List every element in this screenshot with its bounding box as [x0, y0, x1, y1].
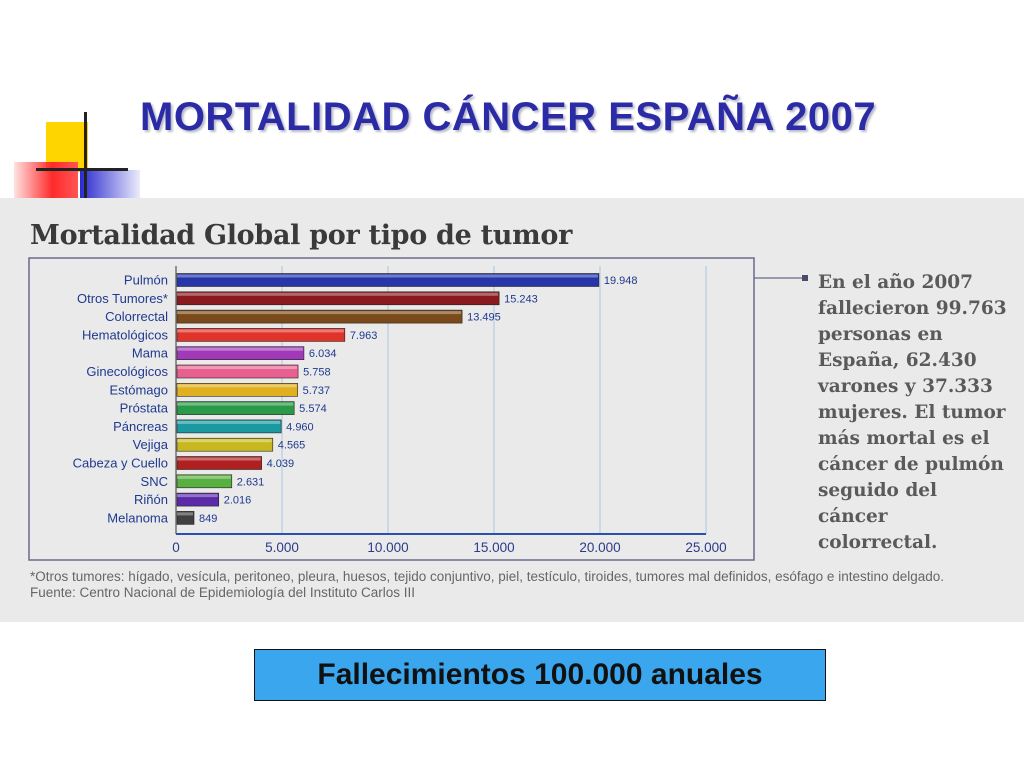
bar [176, 309, 463, 324]
slide-logo [0, 0, 150, 200]
bar [176, 328, 346, 342]
banner-text: Fallecimientos 100.000 anuales [317, 658, 763, 691]
x-tick-label: 10.000 [367, 540, 408, 555]
category-label: Pulmón [124, 273, 168, 288]
value-label: 2.631 [237, 476, 265, 488]
banner: Fallecimientos 100.000 anuales [254, 649, 826, 701]
bar [176, 492, 220, 507]
bar-highlight [177, 512, 193, 516]
value-label: 7.963 [350, 330, 378, 342]
footnote-line-2: Fuente: Centro Nacional de Epidemiología… [30, 585, 415, 600]
x-tick-label: 15.000 [473, 540, 514, 555]
value-label: 15.243 [504, 293, 538, 305]
logo-vertical-line [84, 112, 87, 200]
bar [176, 291, 500, 306]
category-label: Cabeza y Cuello [73, 456, 168, 471]
bar [176, 419, 282, 434]
value-label: 4.039 [267, 458, 295, 470]
category-label: Melanoma [107, 510, 168, 525]
bar [176, 383, 298, 397]
bar [176, 401, 295, 415]
value-label: 5.758 [303, 367, 331, 379]
category-label: Riñón [134, 492, 168, 507]
footnote-line-1: *Otros tumores: hígado, vesícula, perito… [30, 569, 945, 584]
bar [176, 511, 195, 525]
side-note: En el año 2007 fallecieron 99.763 person… [818, 272, 1007, 553]
bar-highlight [177, 494, 218, 498]
bar [176, 474, 233, 489]
category-label: Mama [132, 346, 169, 361]
value-label: 6.034 [309, 348, 337, 360]
value-label: 19.948 [604, 275, 638, 287]
bar [176, 273, 600, 287]
x-tick-label: 0 [172, 540, 180, 555]
bar-highlight [177, 311, 462, 315]
x-tick-label: 20.000 [579, 540, 620, 555]
bar-highlight [177, 402, 294, 406]
category-label: Ginecológicos [86, 364, 168, 379]
category-label: SNC [141, 474, 168, 489]
bar-highlight [177, 420, 281, 424]
category-label: Hematológicos [82, 327, 168, 342]
bar-highlight [177, 457, 261, 461]
logo-blue-square [80, 170, 140, 198]
bar [176, 346, 305, 360]
chart-frame [28, 257, 755, 561]
bar [176, 456, 262, 470]
scanned-figure: 0 5.000 10.000 15.000 20.000 25.000 Pulmón 19.9… [0, 198, 1024, 622]
bar-highlight [177, 366, 298, 369]
value-label: 5.574 [299, 403, 327, 415]
category-label: Otros Tumores* [77, 291, 168, 306]
value-label: 4.565 [278, 440, 306, 452]
slide-title: MORTALIDAD CÁNCER ESPAÑA 2007 [140, 95, 877, 139]
x-tick-label: 5.000 [265, 540, 299, 555]
x-tick-label: 25.000 [685, 540, 726, 555]
bar-highlight [177, 384, 297, 388]
bar [176, 437, 274, 452]
note-bullet [802, 275, 808, 281]
value-label: 5.737 [303, 385, 331, 397]
category-label: Páncreas [113, 419, 168, 434]
chart-title: Mortalidad Global por tipo de tumor [30, 220, 572, 251]
bar [176, 364, 299, 379]
value-label: 2.016 [224, 495, 252, 507]
category-label: Colorrectal [105, 309, 168, 324]
bar-highlight [177, 274, 598, 278]
chart: 0 5.000 10.000 15.000 20.000 25.000 Pulmón 19.9… [28, 257, 808, 561]
category-label: Próstata [120, 401, 169, 416]
value-label: 4.960 [286, 421, 314, 433]
category-label: Estómago [109, 382, 168, 397]
category-label: Vejiga [133, 437, 169, 452]
bar-highlight [177, 292, 499, 296]
value-label: 849 [199, 513, 217, 525]
footnote: *Otros tumores: hígado, vesícula, perito… [30, 569, 1010, 601]
logo-horizontal-line [36, 168, 128, 171]
bar-highlight [177, 439, 272, 443]
bar-highlight [177, 347, 303, 351]
bar-highlight [177, 329, 344, 333]
bar-highlight [177, 475, 231, 479]
value-label: 13.495 [467, 312, 501, 324]
